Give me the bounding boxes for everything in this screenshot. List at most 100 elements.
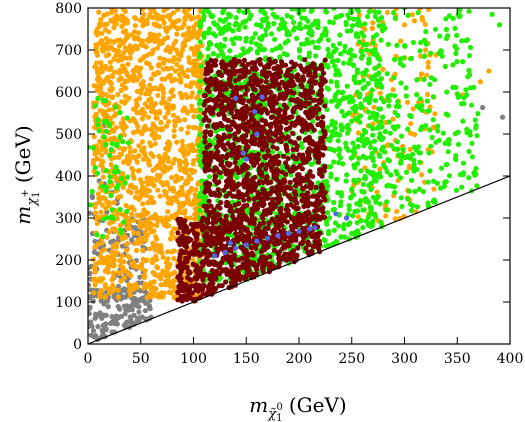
data-point [173, 47, 179, 53]
data-point [217, 275, 223, 281]
data-point [351, 74, 357, 80]
data-point [171, 187, 177, 193]
data-point [424, 98, 430, 104]
data-point [272, 36, 278, 43]
data-point [280, 256, 286, 262]
data-point [342, 43, 348, 50]
data-point [170, 160, 176, 166]
data-point [352, 103, 359, 109]
data-point [391, 124, 397, 130]
data-point [291, 189, 298, 196]
data-point [111, 25, 117, 31]
data-point [130, 184, 136, 191]
data-point [149, 132, 155, 138]
data-point [141, 110, 148, 116]
data-point [422, 179, 428, 185]
data-point [336, 223, 342, 229]
data-point [118, 87, 124, 93]
data-point [153, 11, 159, 17]
data-point [179, 249, 185, 255]
data-point [435, 123, 441, 129]
data-point [319, 214, 325, 220]
data-point [335, 89, 342, 95]
data-point [473, 166, 479, 172]
data-point [355, 130, 362, 136]
data-point [100, 322, 107, 328]
data-point [158, 100, 165, 106]
data-point [153, 134, 159, 140]
data-point [171, 128, 177, 134]
data-point [149, 51, 155, 57]
data-point [397, 56, 403, 62]
data-point [141, 274, 147, 281]
data-point [95, 95, 101, 101]
data-point [223, 279, 229, 285]
data-point [169, 271, 175, 277]
data-point [118, 278, 124, 284]
data-point [153, 223, 160, 229]
data-point [417, 48, 423, 54]
data-point [176, 257, 182, 263]
data-point [117, 134, 123, 140]
data-point [328, 133, 335, 140]
data-point [92, 266, 98, 272]
data-point [197, 131, 203, 137]
data-point [103, 327, 109, 333]
data-point [186, 285, 192, 291]
data-point [295, 245, 301, 251]
data-point [193, 187, 199, 193]
data-point [216, 231, 222, 238]
data-point [463, 87, 469, 93]
data-point [335, 68, 341, 74]
data-point [143, 188, 149, 195]
data-point [134, 247, 140, 253]
data-point [162, 188, 168, 194]
data-point [157, 55, 163, 61]
data-point [391, 184, 398, 190]
data-point [119, 15, 125, 21]
data-point [175, 297, 181, 303]
data-point [102, 27, 109, 33]
data-point [246, 260, 253, 266]
data-point [274, 14, 280, 20]
data-point [96, 9, 102, 15]
data-point [119, 23, 125, 29]
data-point [273, 121, 279, 127]
data-point [351, 62, 357, 69]
data-point [363, 47, 369, 53]
data-point [325, 243, 331, 249]
data-point [104, 21, 110, 27]
data-point [377, 201, 383, 207]
data-point [157, 293, 163, 299]
data-point [349, 186, 355, 192]
data-point [120, 65, 127, 71]
data-point [363, 155, 369, 161]
data-point [120, 29, 126, 35]
data-point [360, 70, 366, 76]
data-point [147, 291, 153, 297]
data-point [178, 269, 184, 275]
data-point [357, 198, 364, 204]
data-point [194, 231, 200, 237]
data-point [205, 123, 211, 129]
data-point [236, 26, 242, 33]
data-point [412, 131, 418, 138]
data-point [345, 147, 351, 153]
data-point [88, 311, 92, 317]
data-point [466, 175, 472, 181]
data-point [125, 140, 131, 146]
data-point [172, 56, 178, 62]
data-point [134, 102, 140, 108]
data-point [395, 112, 401, 119]
data-point [206, 261, 212, 267]
data-point [153, 234, 159, 240]
data-point [251, 221, 257, 227]
data-point [90, 256, 97, 262]
data-point [385, 41, 391, 47]
data-point [179, 92, 185, 98]
data-point [88, 265, 92, 271]
data-point [251, 122, 257, 128]
data-point [102, 294, 108, 300]
data-point [111, 294, 117, 300]
data-point [232, 159, 238, 166]
